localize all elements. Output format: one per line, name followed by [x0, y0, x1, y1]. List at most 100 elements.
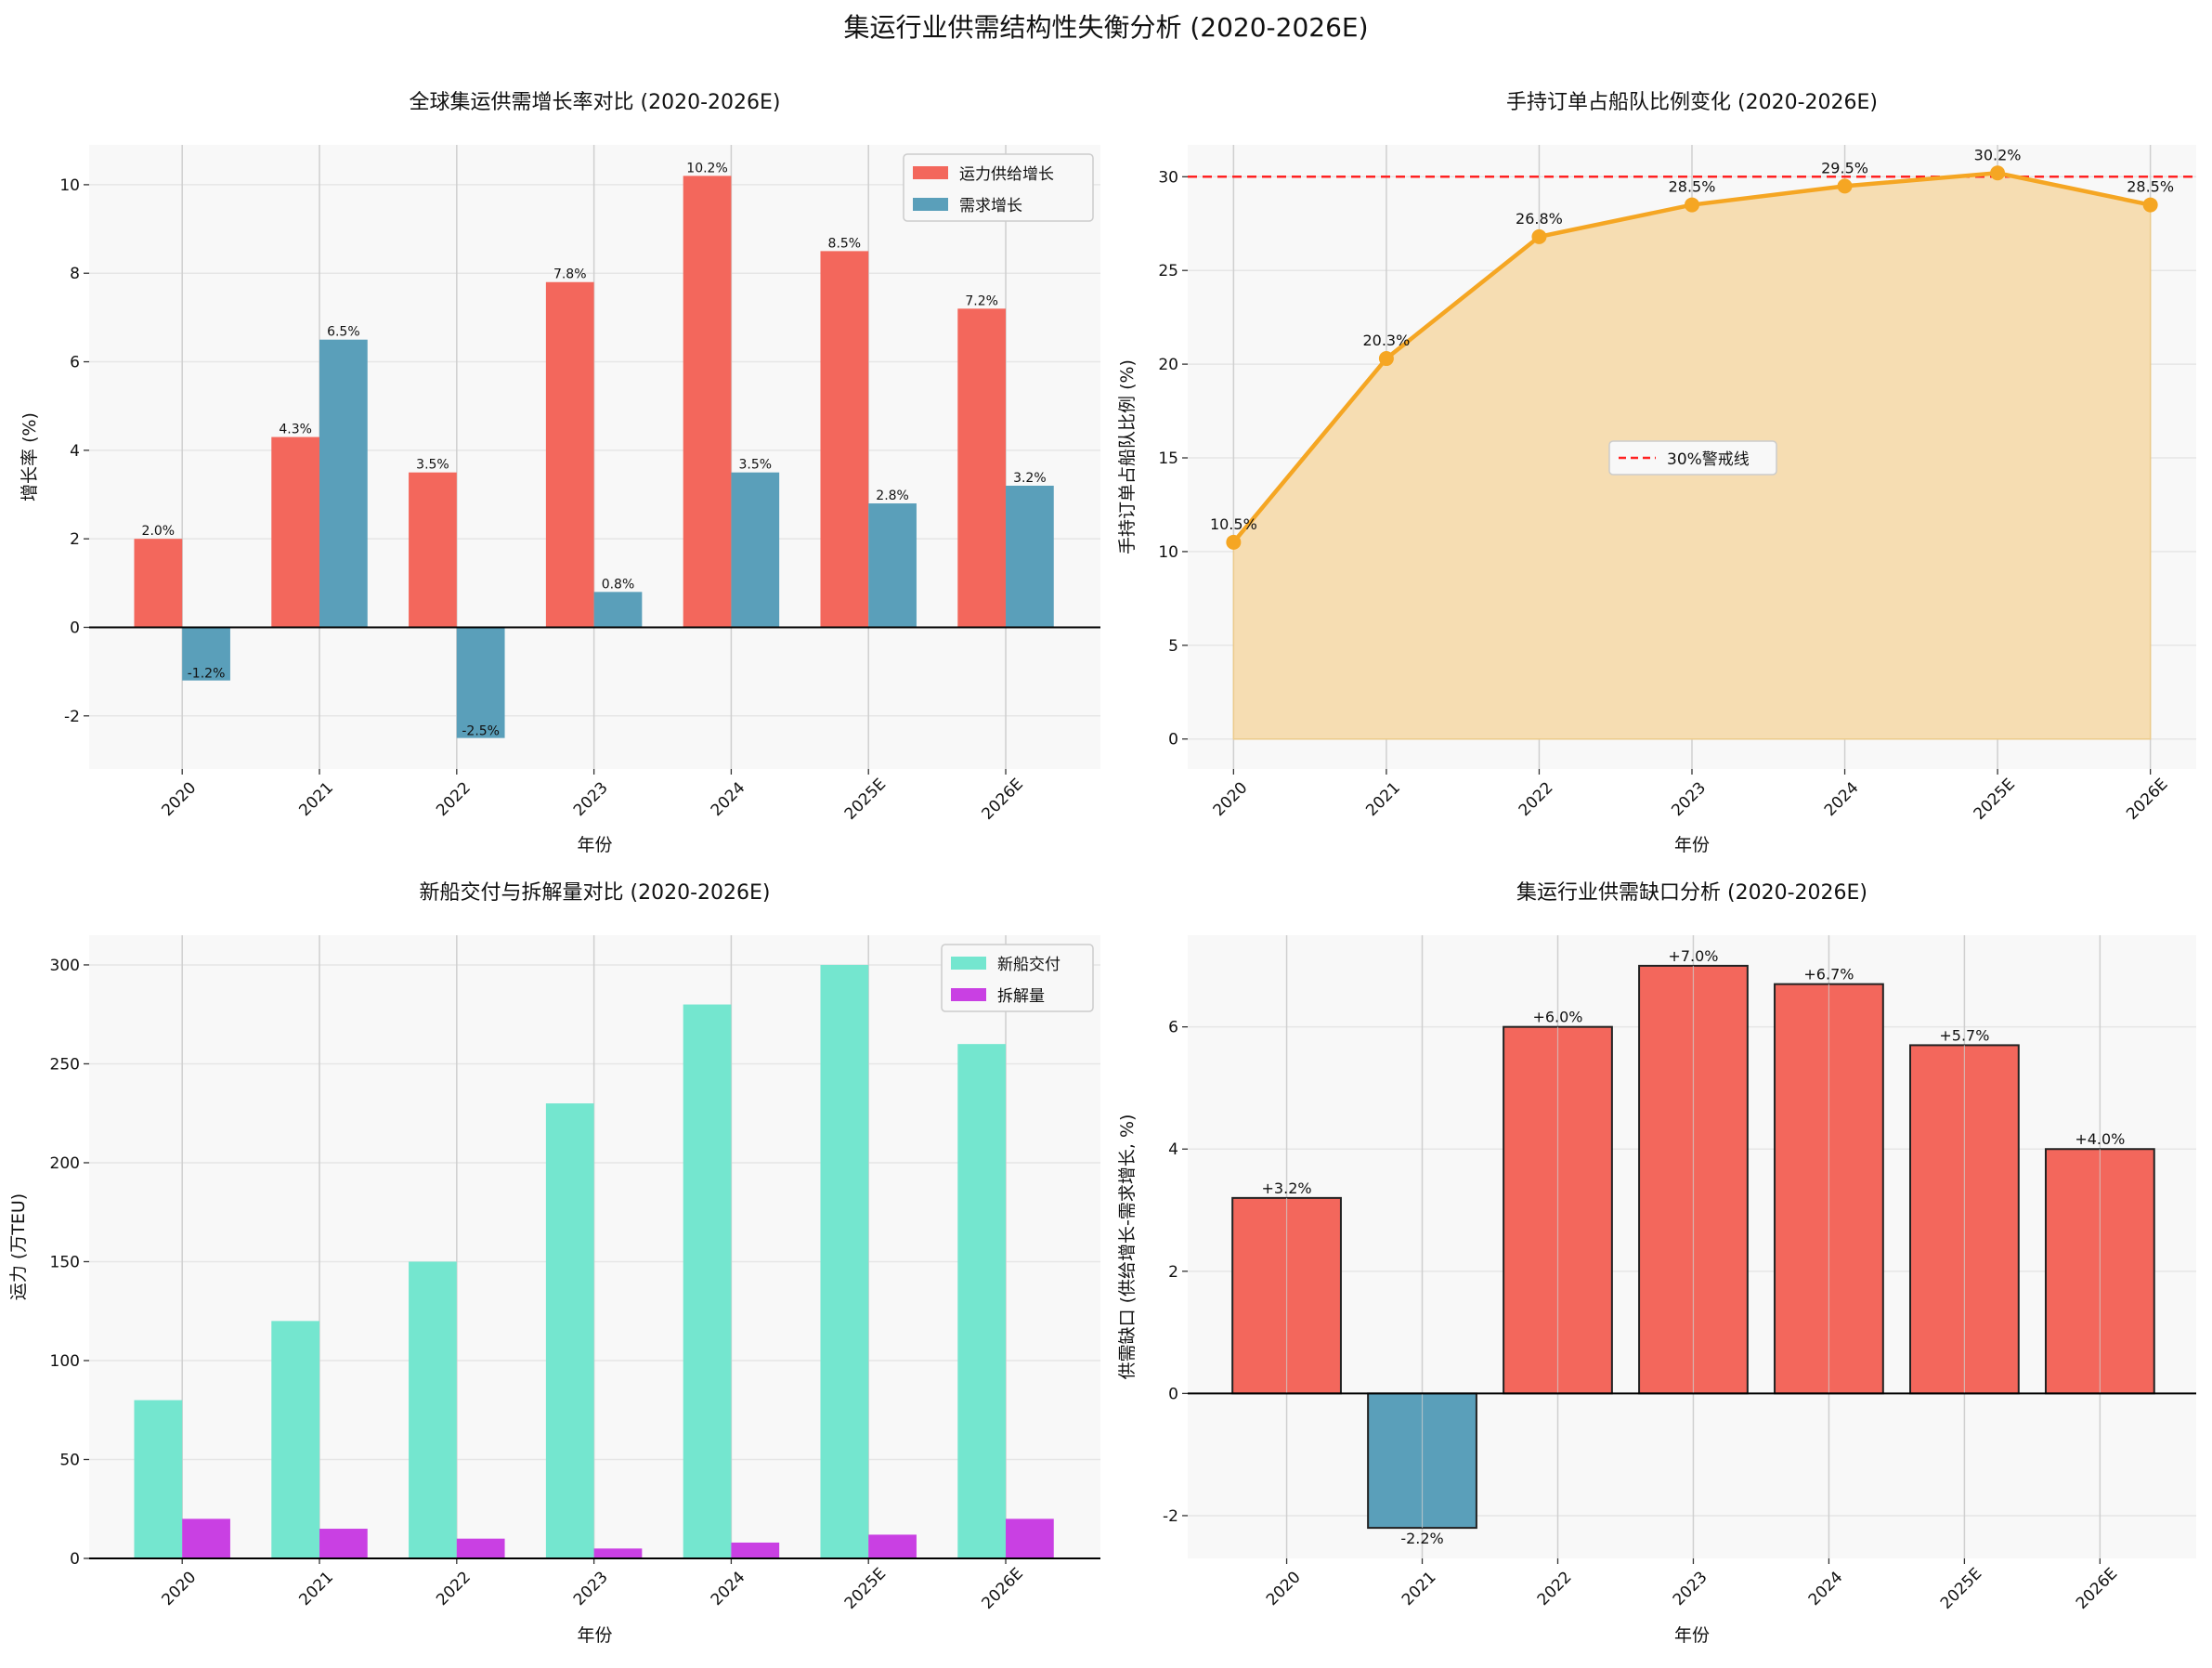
bar: [182, 1518, 230, 1558]
subplot-1: -2 0 2 4 6 8 10 2020 2021 2022 2023 2024 2025E 2026E 全…: [20, 91, 1100, 855]
y-axis-label: 供需缺口 (供给增长-需求增长, %): [1117, 1114, 1138, 1380]
y-tick-label: 30: [1158, 168, 1178, 187]
subplot-title: 集运行业供需缺口分析 (2020-2026E): [1516, 881, 1867, 905]
subplot-title: 全球集运供需增长率对比 (2020-2026E): [410, 91, 781, 114]
x-tick-label: 2021: [295, 1568, 337, 1609]
bar: [456, 1538, 505, 1558]
point-data-label: 29.5%: [1821, 159, 1868, 176]
bar-data-label: +5.7%: [1939, 1026, 1989, 1044]
y-tick-label: 4: [70, 442, 80, 461]
y-tick-label: 4: [1168, 1140, 1178, 1159]
data-point: [1837, 178, 1853, 194]
point-data-label: 10.5%: [1210, 515, 1257, 533]
y-tick-label: 50: [59, 1451, 80, 1469]
bar: [134, 539, 183, 628]
y-tick-label: 25: [1158, 262, 1178, 280]
y-tick-label: 0: [1168, 731, 1178, 749]
bar-data-label: +6.0%: [1532, 1009, 1582, 1026]
x-tick-label: 2020: [159, 778, 201, 820]
bar-data-label: -1.2%: [188, 667, 226, 682]
y-tick-label: -2: [64, 708, 80, 726]
x-tick-label: 2020: [1263, 1568, 1305, 1609]
bar-data-label: 6.5%: [327, 325, 360, 340]
x-tick-label: 2022: [433, 778, 475, 820]
bar: [593, 592, 643, 628]
bar: [1006, 1518, 1054, 1558]
data-point: [1531, 228, 1547, 244]
bar: [456, 627, 505, 738]
x-tick-label: 2024: [708, 778, 749, 820]
x-axis-label: 年份: [1674, 835, 1710, 855]
bar: [319, 339, 368, 628]
x-tick-label: 2020: [159, 1568, 201, 1609]
y-tick-label: 2: [70, 530, 80, 549]
y-tick-label: 0: [70, 1550, 80, 1569]
bar-data-label: 3.5%: [416, 458, 449, 473]
legend-label: 新船交付: [997, 956, 1060, 974]
y-axis-label: 增长率 (%): [20, 412, 40, 502]
y-tick-label: 20: [1158, 356, 1178, 374]
bar: [731, 472, 780, 628]
legend-label: 30%警戒线: [1667, 450, 1750, 469]
figure-title: 集运行业供需结构性失衡分析 (2020-2026E): [843, 12, 1369, 43]
x-tick-label: 2024: [708, 1568, 749, 1609]
y-axis-label: 运力 (万TEU): [8, 1193, 29, 1300]
bar: [545, 281, 594, 628]
x-tick-label: 2024: [1805, 1568, 1847, 1609]
bar: [820, 964, 869, 1558]
x-tick-label: 2020: [1210, 778, 1252, 820]
legend-label: 需求增长: [959, 197, 1022, 215]
bar: [731, 1542, 780, 1558]
x-tick-label: 2025E: [1971, 775, 2019, 824]
subplot-4: -2 0 2 4 6 2020 2021 2022 2023 2024 2025E 2026E 集运行业…: [1117, 881, 2196, 1646]
y-tick-label: 100: [50, 1352, 80, 1371]
bar: [545, 1103, 594, 1558]
bar-data-label: +6.7%: [1803, 966, 1854, 984]
x-tick-label: 2024: [1821, 778, 1863, 820]
x-tick-label: 2021: [295, 778, 337, 820]
x-tick-label: 2023: [1670, 1568, 1711, 1609]
x-tick-label: 2022: [1534, 1568, 1576, 1609]
bar-data-label: -2.5%: [462, 724, 500, 739]
x-axis-label: 年份: [1674, 1625, 1710, 1646]
x-tick-label: 2026E: [2073, 1565, 2121, 1613]
y-tick-label: 300: [50, 957, 80, 975]
bar-data-label: 3.2%: [1013, 471, 1047, 486]
bar-data-label: +7.0%: [1668, 947, 1718, 965]
y-tick-label: 2: [1168, 1263, 1178, 1282]
legend-swatch: [913, 198, 948, 211]
x-tick-label: 2026E: [2123, 775, 2171, 824]
legend-label: 拆解量: [997, 987, 1045, 1006]
subplot-3: 0 50 100 150 200 250 300 2020 2021 2022 2023 2024 20…: [8, 881, 1100, 1646]
y-axis-label: 手持订单占船队比例 (%): [1117, 359, 1138, 554]
x-tick-label: 2021: [1362, 778, 1404, 820]
bar-data-label: 8.5%: [828, 236, 862, 251]
subplot-title: 手持订单占船队比例变化 (2020-2026E): [1506, 91, 1878, 114]
bar: [134, 1400, 183, 1558]
y-tick-label: 6: [70, 354, 80, 372]
bar: [319, 1529, 368, 1558]
bar: [957, 1044, 1007, 1558]
bar: [957, 308, 1007, 628]
point-data-label: 20.3%: [1362, 332, 1410, 349]
x-tick-label: 2025E: [841, 775, 890, 824]
point-data-label: 28.5%: [1669, 178, 1716, 196]
bar-data-label: 4.3%: [279, 423, 312, 437]
bar: [1006, 485, 1054, 628]
bar: [820, 251, 869, 628]
x-tick-label: 2023: [1668, 778, 1710, 820]
data-point: [1685, 197, 1699, 213]
bar: [271, 437, 320, 628]
x-tick-label: 2022: [433, 1568, 475, 1609]
bar: [409, 1261, 457, 1558]
x-tick-label: 2026E: [979, 775, 1027, 824]
bar: [683, 1004, 732, 1558]
bar: [868, 503, 917, 628]
legend-swatch: [951, 988, 986, 1001]
bar: [593, 1548, 643, 1558]
bar-data-label: 2.8%: [876, 489, 909, 503]
bar-data-label: 10.2%: [686, 161, 727, 176]
